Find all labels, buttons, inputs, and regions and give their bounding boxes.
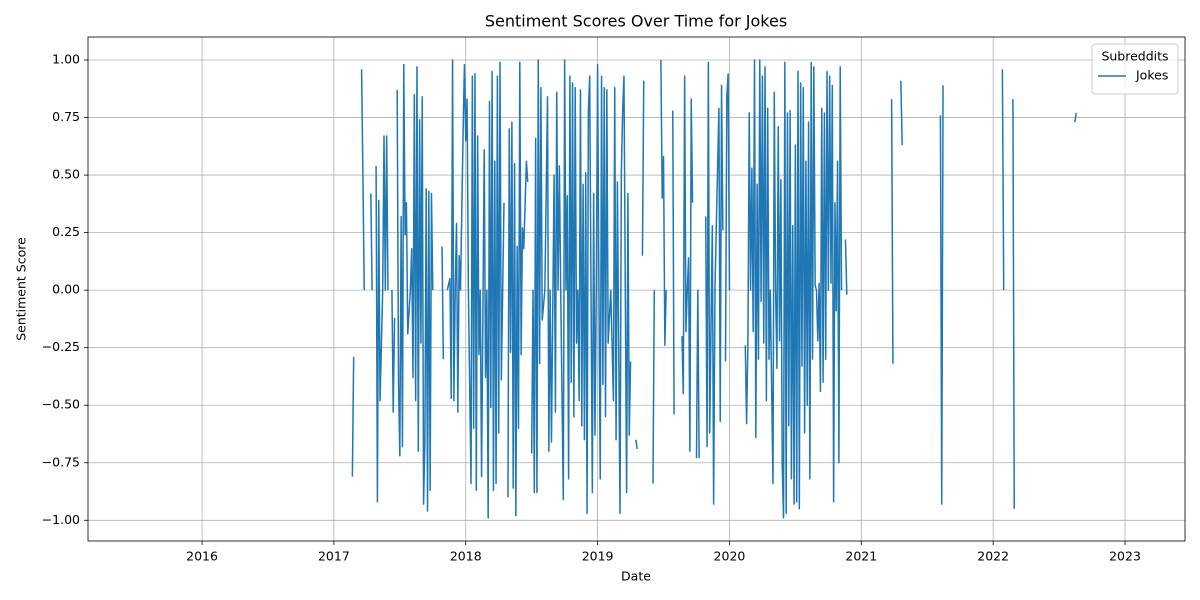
x-tick-label: 2018 <box>450 549 482 564</box>
y-tick-label: −1.00 <box>42 512 80 527</box>
y-tick-label: −0.25 <box>42 339 80 354</box>
y-tick-label: 0.50 <box>52 167 80 182</box>
y-tick-label: 0.00 <box>52 282 80 297</box>
x-axis-label: Date <box>621 569 651 584</box>
chart-title: Sentiment Scores Over Time for Jokes <box>485 12 787 31</box>
legend-box <box>1091 43 1179 95</box>
x-tick-label: 2020 <box>714 549 746 564</box>
legend-label: Jokes <box>1135 68 1168 83</box>
y-tick-label: 0.25 <box>52 224 80 239</box>
y-tick-label: 1.00 <box>52 52 80 67</box>
plot-frame <box>87 36 1186 542</box>
legend-title: Subreddits <box>1101 49 1168 64</box>
y-tick-label: −0.50 <box>42 397 80 412</box>
y-tick-label: −0.75 <box>42 454 80 469</box>
x-tick-label: 2022 <box>977 549 1009 564</box>
y-tick-label: 0.75 <box>52 109 80 124</box>
x-tick-label: 2017 <box>318 549 350 564</box>
y-axis-label: Sentiment Score <box>14 237 29 341</box>
x-tick-label: 2023 <box>1109 549 1141 564</box>
x-tick-label: 2016 <box>186 549 218 564</box>
x-tick-label: 2019 <box>582 549 614 564</box>
x-tick-label: 2021 <box>845 549 877 564</box>
data-line <box>351 59 1077 519</box>
